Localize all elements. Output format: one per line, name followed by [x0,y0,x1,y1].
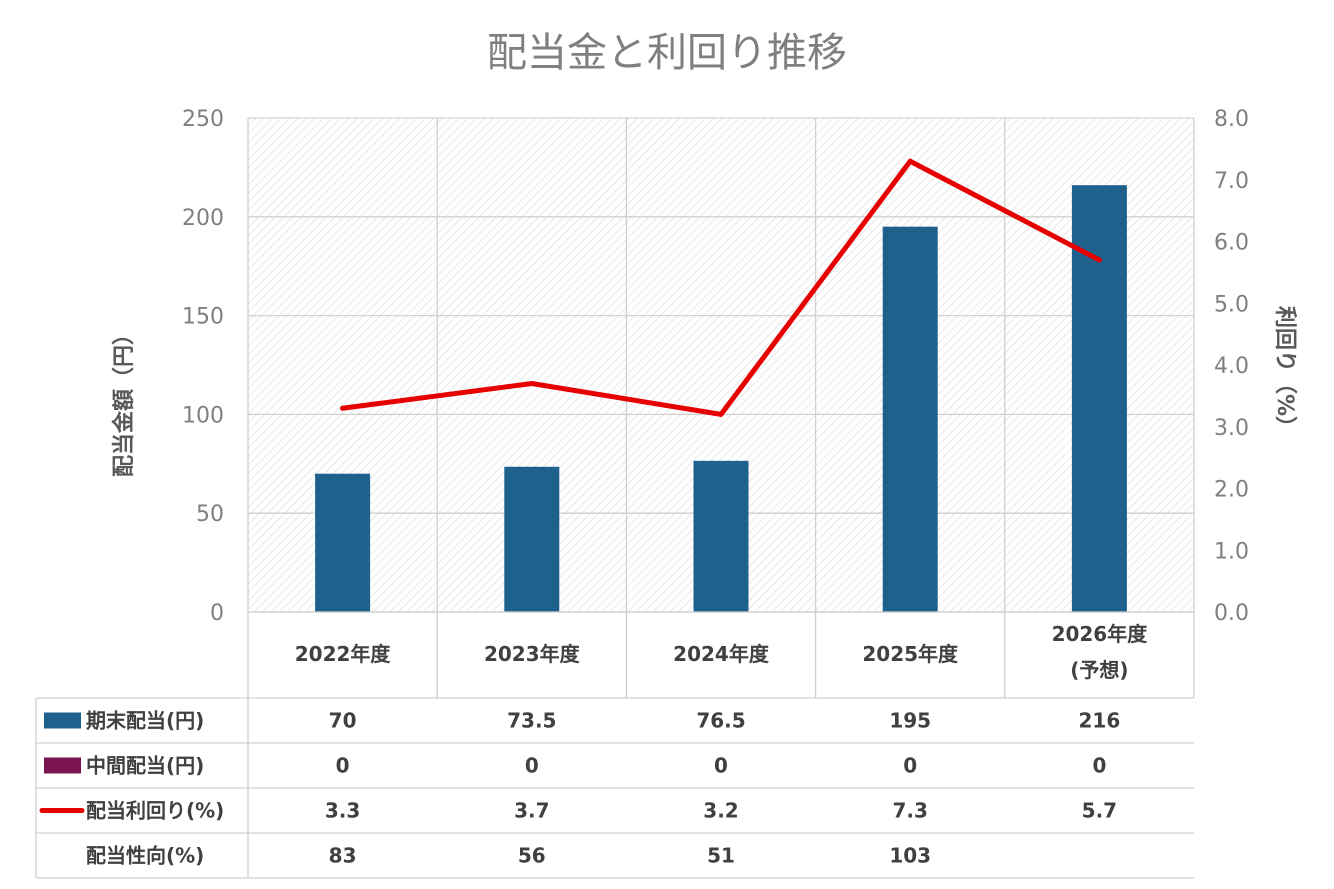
table-cell: 70 [329,709,357,733]
x-tick-label-note: (予想) [1070,658,1128,682]
y-left-tick-label: 0 [210,601,224,626]
table-cell: 3.2 [703,799,738,823]
x-tick-label: 2026年度 [1052,622,1149,646]
table-cell: 5.7 [1082,799,1117,823]
table-cell: 0 [525,754,539,778]
table-cell: 0 [1092,754,1106,778]
line-point [1096,257,1102,263]
bar [315,473,371,612]
y-left-tick-label: 100 [182,403,224,428]
x-tick-label: 2024年度 [673,642,770,666]
bar [504,466,560,612]
y-right-tick-label: 3.0 [1214,416,1249,441]
bar [882,226,938,612]
x-tick-label: 2023年度 [484,642,581,666]
y-right-tick-label: 0.0 [1214,601,1249,626]
table-cell: 3.3 [325,799,360,823]
table-cell: 56 [518,844,546,868]
y-right-tick-label: 6.0 [1214,231,1249,256]
y-left-tick-label: 250 [182,107,224,132]
line-point [718,411,724,417]
line-point [340,405,346,411]
table-cell: 3.7 [514,799,549,823]
chart-title: 配当金と利回り推移 [487,30,847,76]
line-point [529,381,535,387]
table-cell: 83 [329,844,357,868]
table-row-label: 期末配当(円) [86,709,204,733]
y-right-tick-label: 4.0 [1214,354,1249,379]
legend-key [44,712,81,729]
bar [693,460,749,612]
table-cell: 0 [336,754,350,778]
y-axis-right-title: 利回り（%） [1272,306,1297,438]
y-axis-right: 0.0 1.0 2.0 3.0 4.0 5.0 6.0 7.0 8.0 [1214,107,1249,626]
y-axis-left: 0 50 100 150 200 250 [182,107,224,626]
table-cell: 51 [707,844,735,868]
table-cell: 216 [1079,709,1121,733]
table-row-label: 配当性向(%) [86,844,204,868]
y-left-tick-label: 50 [196,502,224,527]
table-row-label: 中間配当(円) [86,754,204,778]
y-right-tick-label: 8.0 [1214,107,1249,132]
line-point [907,158,913,164]
bar-series [315,185,1127,612]
x-tick-label: 2022年度 [295,642,392,666]
y-axis-left-title: 配当金額（円） [111,323,137,477]
table-cell: 0 [903,754,917,778]
table-cell: 73.5 [507,709,556,733]
y-left-tick-label: 200 [182,206,224,231]
y-right-tick-label: 5.0 [1214,292,1249,317]
y-right-tick-label: 2.0 [1214,478,1249,503]
table-cell: 7.3 [892,799,927,823]
y-left-tick-label: 150 [182,305,224,330]
legend-key [44,757,81,774]
table-cell: 76.5 [696,709,745,733]
bar [1071,185,1127,612]
table-row-label: 配当利回り(%) [86,799,224,823]
table-cell: 103 [889,844,931,868]
y-right-tick-label: 7.0 [1214,169,1249,194]
y-right-tick-label: 1.0 [1214,539,1249,564]
x-tick-label: 2025年度 [862,642,959,666]
table-cell: 195 [889,709,931,733]
table-cell: 0 [714,754,728,778]
line-series [340,158,1102,417]
data-table: 2022年度 2023年度 2024年度 2025年度 2026年度 (予想) 期末配当(円… [35,611,1194,879]
